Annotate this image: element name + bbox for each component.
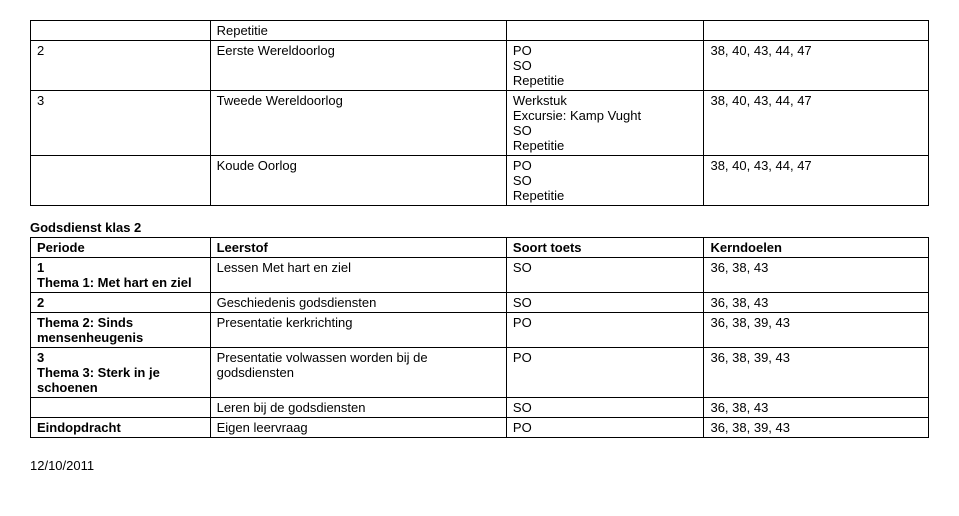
cell [31, 21, 211, 41]
cell: 36, 38, 39, 43 [704, 348, 929, 398]
table-row: Thema 2: Sinds mensenheugenis Presentati… [31, 313, 929, 348]
header-cell: Periode [31, 238, 211, 258]
cell: 38, 40, 43, 44, 47 [704, 41, 929, 91]
cell: 3Thema 3: Sterk in je schoenen [31, 348, 211, 398]
table-header-row: Periode Leerstof Soort toets Kerndoelen [31, 238, 929, 258]
cell: PO [506, 418, 704, 438]
cell: 38, 40, 43, 44, 47 [704, 91, 929, 156]
cell: 36, 38, 43 [704, 293, 929, 313]
cell: 36, 38, 39, 43 [704, 418, 929, 438]
cell: Thema 2: Sinds mensenheugenis [31, 313, 211, 348]
cell: 36, 38, 39, 43 [704, 313, 929, 348]
curriculum-table-1: Repetitie 2 Eerste Wereldoorlog POSORepe… [30, 20, 929, 206]
cell: POSORepetitie [506, 41, 704, 91]
cell: Presentatie volwassen worden bij de gods… [210, 348, 506, 398]
header-cell: Kerndoelen [704, 238, 929, 258]
cell: SO [506, 398, 704, 418]
cell: 36, 38, 43 [704, 398, 929, 418]
footer-date: 12/10/2011 [30, 458, 929, 473]
cell: 2 [31, 41, 211, 91]
cell: SO [506, 293, 704, 313]
cell [506, 21, 704, 41]
cell: 1Thema 1: Met hart en ziel [31, 258, 211, 293]
curriculum-table-2: Periode Leerstof Soort toets Kerndoelen … [30, 237, 929, 438]
table-row: Eindopdracht Eigen leervraag PO 36, 38, … [31, 418, 929, 438]
cell: Leren bij de godsdiensten [210, 398, 506, 418]
cell: WerkstukExcursie: Kamp VughtSORepetitie [506, 91, 704, 156]
cell [704, 21, 929, 41]
table-row: 1Thema 1: Met hart en ziel Lessen Met ha… [31, 258, 929, 293]
section-title: Godsdienst klas 2 [30, 220, 929, 235]
cell [31, 156, 211, 206]
table-row: Repetitie [31, 21, 929, 41]
header-cell: Soort toets [506, 238, 704, 258]
table-row: 2 Eerste Wereldoorlog POSORepetitie 38, … [31, 41, 929, 91]
cell: 36, 38, 43 [704, 258, 929, 293]
cell: 38, 40, 43, 44, 47 [704, 156, 929, 206]
cell: Eerste Wereldoorlog [210, 41, 506, 91]
cell: SO [506, 258, 704, 293]
table-row: 3 Tweede Wereldoorlog WerkstukExcursie: … [31, 91, 929, 156]
cell: PO [506, 348, 704, 398]
table-row: Koude Oorlog POSORepetitie 38, 40, 43, 4… [31, 156, 929, 206]
cell: Geschiedenis godsdiensten [210, 293, 506, 313]
cell: Presentatie kerkrichting [210, 313, 506, 348]
table-row: 3Thema 3: Sterk in je schoenen Presentat… [31, 348, 929, 398]
cell [31, 398, 211, 418]
table-row: 2 Geschiedenis godsdiensten SO 36, 38, 4… [31, 293, 929, 313]
cell: POSORepetitie [506, 156, 704, 206]
header-cell: Leerstof [210, 238, 506, 258]
cell: 3 [31, 91, 211, 156]
cell: Eindopdracht [31, 418, 211, 438]
cell: 2 [31, 293, 211, 313]
cell: Lessen Met hart en ziel [210, 258, 506, 293]
cell: Tweede Wereldoorlog [210, 91, 506, 156]
cell: Koude Oorlog [210, 156, 506, 206]
cell: Repetitie [210, 21, 506, 41]
cell: Eigen leervraag [210, 418, 506, 438]
cell: PO [506, 313, 704, 348]
table-row: Leren bij de godsdiensten SO 36, 38, 43 [31, 398, 929, 418]
